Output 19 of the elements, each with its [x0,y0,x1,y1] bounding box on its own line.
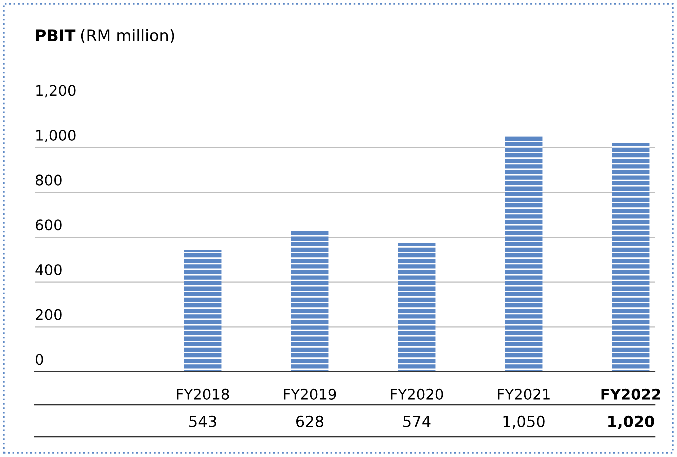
y-tick-label: 200 [36,309,62,320]
x-tick-label: FY2019 [284,388,336,400]
x-tick-label: FY2020 [391,388,444,400]
x-tick-label: FY2021 [498,388,550,400]
chart-subtitle: (RM million) [81,29,174,44]
chart-title: PBIT [36,30,76,42]
data-label: 1,020 [608,416,654,430]
y-tick-label: 1,000 [36,130,76,142]
data-label: 574 [404,416,431,428]
y-tick-label: 1,200 [36,85,76,98]
x-tick-label: FY2018 [177,388,230,400]
data-label: 1,050 [504,416,545,429]
x-tick-label: FY2022 [602,388,660,400]
data-label: 543 [190,416,216,428]
y-tick-label: 600 [36,220,62,231]
y-tick-label: 0 [36,354,44,366]
data-label: 628 [296,416,324,428]
y-tick-label: 400 [36,264,62,276]
y-tick-label: 800 [36,174,62,186]
